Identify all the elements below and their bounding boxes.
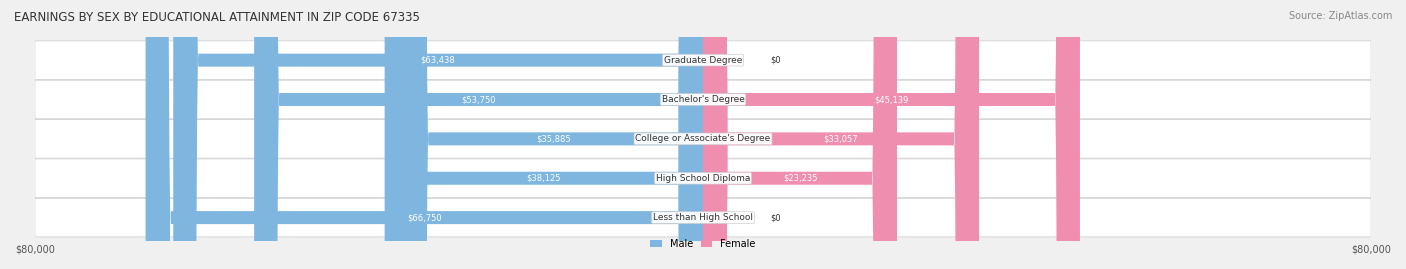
FancyBboxPatch shape	[703, 0, 1080, 269]
FancyBboxPatch shape	[404, 0, 703, 269]
FancyBboxPatch shape	[254, 0, 703, 269]
Text: EARNINGS BY SEX BY EDUCATIONAL ATTAINMENT IN ZIP CODE 67335: EARNINGS BY SEX BY EDUCATIONAL ATTAINMEN…	[14, 11, 420, 24]
FancyBboxPatch shape	[35, 198, 1371, 237]
FancyBboxPatch shape	[173, 0, 703, 269]
FancyBboxPatch shape	[35, 159, 1371, 197]
Text: $38,125: $38,125	[527, 174, 561, 183]
Text: $35,885: $35,885	[536, 134, 571, 143]
FancyBboxPatch shape	[35, 80, 1371, 119]
FancyBboxPatch shape	[146, 0, 703, 269]
FancyBboxPatch shape	[35, 120, 1371, 158]
FancyBboxPatch shape	[35, 41, 1371, 79]
Text: $33,057: $33,057	[824, 134, 858, 143]
Text: $63,438: $63,438	[420, 56, 456, 65]
Text: $0: $0	[770, 213, 780, 222]
FancyBboxPatch shape	[385, 0, 703, 269]
Text: $53,750: $53,750	[461, 95, 496, 104]
Text: Less than High School: Less than High School	[652, 213, 754, 222]
Text: Source: ZipAtlas.com: Source: ZipAtlas.com	[1288, 11, 1392, 21]
Text: $0: $0	[770, 56, 780, 65]
Text: $66,750: $66,750	[406, 213, 441, 222]
Text: Bachelor's Degree: Bachelor's Degree	[662, 95, 744, 104]
Text: $23,235: $23,235	[783, 174, 817, 183]
FancyBboxPatch shape	[703, 0, 897, 269]
Legend: Male, Female: Male, Female	[647, 235, 759, 253]
Text: High School Diploma: High School Diploma	[655, 174, 751, 183]
Text: Graduate Degree: Graduate Degree	[664, 56, 742, 65]
Text: College or Associate's Degree: College or Associate's Degree	[636, 134, 770, 143]
FancyBboxPatch shape	[703, 0, 979, 269]
Text: $45,139: $45,139	[875, 95, 908, 104]
